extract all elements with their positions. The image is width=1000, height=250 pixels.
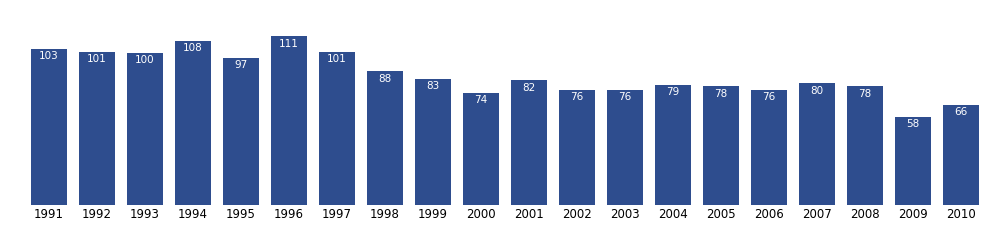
Bar: [943, 105, 979, 205]
Bar: [511, 80, 547, 205]
Text: 82: 82: [522, 83, 536, 93]
Bar: [895, 117, 931, 205]
Bar: [655, 85, 691, 205]
Text: 100: 100: [135, 55, 155, 65]
Text: 111: 111: [279, 39, 299, 49]
Bar: [31, 48, 67, 205]
Bar: [271, 36, 307, 205]
Bar: [127, 53, 163, 205]
Bar: [319, 52, 355, 205]
Text: 78: 78: [714, 89, 728, 99]
Bar: [367, 71, 403, 205]
Text: 80: 80: [811, 86, 824, 96]
Bar: [559, 90, 595, 205]
Text: 76: 76: [618, 92, 632, 102]
Text: 101: 101: [327, 54, 347, 64]
Text: 108: 108: [183, 43, 203, 53]
Bar: [751, 90, 787, 205]
Bar: [799, 84, 835, 205]
Bar: [463, 92, 499, 205]
Text: 83: 83: [426, 81, 440, 91]
Text: 74: 74: [474, 95, 488, 105]
Bar: [607, 90, 643, 205]
Text: 58: 58: [907, 119, 920, 129]
Text: 76: 76: [762, 92, 776, 102]
Text: 66: 66: [955, 107, 968, 117]
Bar: [175, 41, 211, 205]
Bar: [703, 86, 739, 205]
Text: 103: 103: [39, 51, 59, 61]
Bar: [847, 86, 883, 205]
Bar: [79, 52, 115, 205]
Text: 79: 79: [666, 87, 680, 97]
Text: 76: 76: [570, 92, 584, 102]
Text: 97: 97: [234, 60, 248, 70]
Bar: [223, 58, 259, 205]
Text: 101: 101: [87, 54, 107, 64]
Text: 78: 78: [859, 89, 872, 99]
Bar: [415, 79, 451, 205]
Text: 88: 88: [378, 74, 392, 84]
